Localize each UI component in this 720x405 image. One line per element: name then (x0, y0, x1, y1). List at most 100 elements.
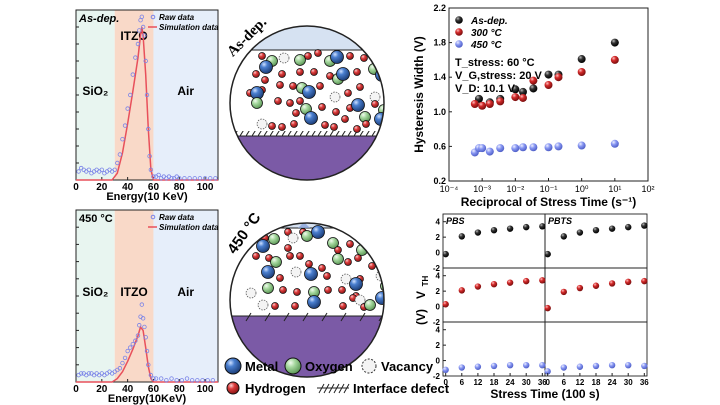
raw-data-point (140, 316, 146, 321)
data-point (641, 222, 648, 229)
data-point (539, 223, 546, 230)
simulation-line (76, 26, 218, 181)
x-tick-label: 10⁻² (506, 184, 524, 194)
data-point-as-dep- (610, 38, 619, 47)
hydrogen-atom (274, 97, 282, 105)
y-tick-label: 0 (436, 357, 441, 366)
data-point-450-c (485, 147, 494, 156)
region-sio (76, 10, 115, 180)
raw-data-point (187, 176, 192, 181)
hydrogen-atom (363, 213, 370, 220)
hydrogen-atom (339, 302, 347, 310)
raw-data-point (156, 172, 161, 178)
hydrogen-atom (346, 52, 354, 60)
hydrogen-atom (386, 237, 393, 244)
region-air (153, 10, 218, 180)
hydrogen-atom (291, 302, 299, 310)
raw-data-point (182, 176, 187, 181)
y-axis-label-unit: (V) (414, 309, 428, 325)
legend-marker (455, 40, 463, 48)
legend-label: 450 °C (470, 40, 502, 51)
hydrogen-atom (284, 244, 292, 252)
data-point (442, 301, 449, 308)
data-point (608, 280, 616, 287)
hydrogen-atom (330, 123, 338, 131)
raw-data-point (192, 176, 197, 181)
y-tick-label: 2 (436, 233, 441, 242)
panel-title: 450 °C (79, 213, 113, 225)
hydrogen-atom (314, 49, 322, 57)
data-point (490, 227, 498, 234)
raw-data-point (125, 106, 130, 111)
x-tick-label: 100 (197, 384, 214, 395)
panel-label-pbts: PBTS (548, 216, 572, 226)
data-point-300-c (610, 55, 619, 64)
x-axis-label: Energy(10 KeV) (106, 191, 188, 203)
hydrogen-atom (368, 262, 376, 270)
oxygen-icon (284, 357, 302, 375)
data-point (544, 304, 551, 312)
data-point-300-c (577, 68, 586, 77)
raw-data-point (120, 360, 125, 366)
data-point (523, 362, 530, 369)
vacancy (340, 273, 352, 285)
y-tick-label: 2 (436, 341, 441, 350)
data-point (576, 284, 584, 292)
vacancy (370, 237, 382, 249)
raw-data-point (148, 167, 154, 172)
hydrogen-atom (382, 266, 384, 274)
oxygen-atom (301, 230, 313, 242)
y-tick-label: 1.8 (433, 38, 446, 48)
schematic-450c: 450 °C (224, 210, 393, 378)
hydrogen-atom (278, 70, 286, 78)
vacancy (257, 299, 269, 311)
x-tick-label: 60 (148, 182, 160, 193)
data-point (458, 233, 465, 240)
data-point (592, 362, 600, 370)
region-label: SiO₂ (82, 285, 108, 299)
x-tick-label: 12 (473, 378, 482, 387)
raw-data-point (169, 176, 174, 181)
region-label: SiO₂ (82, 84, 108, 98)
interface-defect-mark (283, 312, 290, 322)
x-tick-label: 24 (506, 378, 515, 387)
x-tick-label: 10⁻³ (473, 184, 491, 194)
data-point (625, 278, 632, 286)
x-tick-label: 36 (640, 378, 649, 387)
data-point-300-c (485, 100, 494, 109)
data-point-as-dep- (511, 85, 520, 94)
data-point (490, 281, 498, 288)
hydrogen-atom (305, 260, 313, 268)
schematic-as-dep: As-dep. (224, 14, 385, 181)
x-tick-label: 30 (624, 378, 633, 387)
annotation: V_D: 10.1 V (455, 83, 516, 95)
hydrogen-atom (360, 54, 368, 62)
raw-data-point (200, 378, 205, 383)
data-point (490, 362, 498, 370)
data-point (458, 364, 465, 371)
raw-data-point (115, 160, 120, 166)
hydrogen-atom (318, 264, 326, 272)
metal-atom (307, 295, 321, 309)
x-tick-label: 10⁻⁴ (440, 184, 459, 194)
y-tick-label: 4 (436, 218, 441, 227)
vacancy (287, 232, 299, 244)
vacancy (369, 91, 381, 103)
y-tick-label: 2.2 (433, 3, 446, 13)
x-tick-label: 10⁰ (575, 184, 589, 194)
raw-data-point (205, 378, 210, 383)
data-point-300-c (470, 100, 479, 109)
raw-data-point (112, 167, 117, 172)
y-tick-label: -2 (433, 372, 441, 381)
oxygen-atom (270, 256, 282, 268)
x-tick-label: 36 (538, 378, 547, 387)
hydrogen-atom (271, 302, 279, 310)
oxygen-atom (294, 54, 306, 66)
raw-data-point (197, 176, 203, 181)
hydrogen-atom (268, 122, 276, 130)
raw-data-point (128, 345, 133, 350)
x-tick-label: 0 (443, 378, 448, 387)
y-tick-label: 1.4 (433, 72, 446, 82)
hydrogen-atom (346, 240, 354, 248)
